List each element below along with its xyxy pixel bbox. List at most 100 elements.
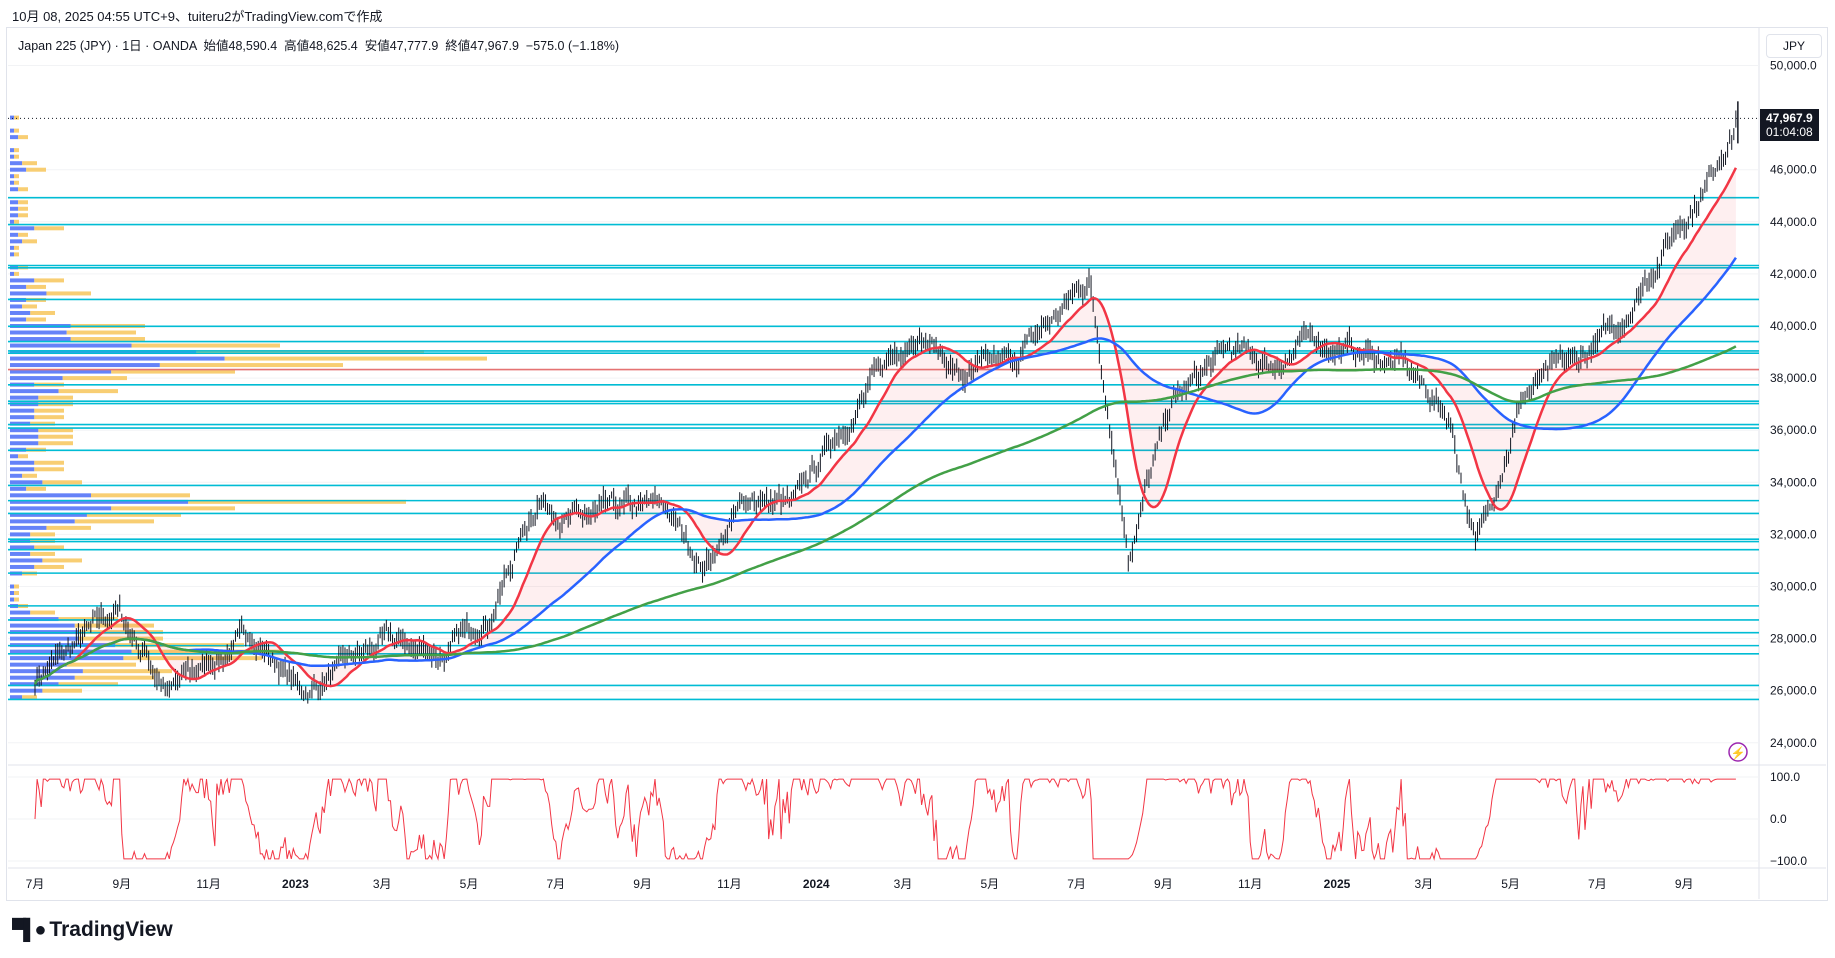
volume-profile-bar-down — [22, 473, 37, 478]
volume-profile-bar-up — [10, 486, 27, 491]
volume-profile-bar-down — [14, 180, 19, 185]
volume-profile-bar-down — [18, 200, 28, 205]
y-tick-label: 32,000.0 — [1770, 527, 1817, 541]
volume-profile-bar-down — [111, 506, 235, 511]
x-tick-label: 2025 — [1324, 877, 1351, 891]
volume-profile-bar-down — [22, 695, 37, 700]
x-tick-label: 7月 — [26, 877, 45, 891]
y-tick-label: 38,000.0 — [1770, 371, 1817, 385]
volume-profile-bar-up — [10, 291, 47, 296]
volume-profile-bar-up — [10, 610, 31, 615]
x-tick-label: 7月 — [1067, 877, 1086, 891]
volume-profile-bar-up — [10, 167, 27, 172]
x-tick-label: 2023 — [282, 877, 309, 891]
volume-profile-bar-up — [10, 460, 35, 465]
volume-profile-bar-down — [22, 161, 37, 166]
lightning-circle — [1728, 742, 1748, 762]
chart-caption: 10月 08, 2025 04:55 UTC+9、tuiteru2がTradin… — [12, 9, 383, 24]
volume-profile-bar-up — [10, 551, 31, 556]
volume-profile-bar-up — [10, 512, 87, 517]
x-tick-label: 9月 — [112, 877, 131, 891]
osc-tick-label: 100.0 — [1770, 770, 1800, 784]
volume-profile-bar-down — [30, 610, 55, 615]
volume-profile-bar-up — [10, 252, 15, 257]
volume-profile-bar-up — [10, 682, 59, 687]
y-tick-label: 34,000.0 — [1770, 475, 1817, 489]
volume-profile-bar-down — [196, 350, 424, 355]
volume-profile-bar-up — [10, 623, 75, 628]
volume-profile-bar-down — [14, 584, 19, 589]
volume-profile-bar-up — [10, 174, 15, 179]
y-tick-label: 36,000.0 — [1770, 423, 1817, 437]
volume-profile-bar-up — [10, 350, 197, 355]
volume-profile-bar-down — [38, 441, 73, 446]
volume-profile-bar-up — [10, 695, 23, 700]
volume-profile-bar-down — [18, 213, 28, 218]
volume-profile-bar-down — [86, 512, 181, 517]
volume-profile-bar-down — [188, 499, 406, 504]
last-price: 47,967.9 — [1766, 111, 1813, 125]
volume-profile-bar-up — [10, 558, 43, 563]
volume-profile-bar-up — [10, 206, 19, 211]
volume-profile-bar-up — [10, 532, 31, 537]
y-tick-label: 44,000.0 — [1770, 215, 1817, 229]
volume-profile-bar-up — [10, 421, 31, 426]
y-tick-label: 40,000.0 — [1770, 319, 1817, 333]
volume-profile-bar-up — [10, 245, 15, 250]
volume-profile-bar-down — [91, 493, 190, 498]
volume-profile-bar-down — [224, 356, 487, 361]
volume-profile-bar-down — [18, 232, 28, 237]
volume-profile-bar-down — [70, 337, 145, 342]
y-tick-label: 26,000.0 — [1770, 684, 1817, 698]
y-tick-label: 30,000.0 — [1770, 580, 1817, 594]
y-tick-label: 42,000.0 — [1770, 267, 1817, 281]
volume-profile-bar-down — [131, 343, 280, 348]
x-tick-label: 9月 — [633, 877, 652, 891]
lightning-icon[interactable]: ⚡ — [1728, 742, 1748, 762]
volume-profile-bar-down — [26, 167, 46, 172]
volume-profile-bar-down — [34, 460, 64, 465]
volume-profile-bar-up — [10, 389, 59, 394]
volume-profile-bar-down — [123, 656, 263, 661]
volume-profile-bar-down — [14, 245, 19, 250]
ma-long-line — [33, 345, 1737, 685]
volume-profile-bar-down — [34, 408, 64, 413]
volume-profile-bar-down — [42, 480, 82, 485]
volume-profile-bar-up — [10, 304, 23, 309]
volume-profile-bar-down — [14, 115, 19, 120]
volume-profile-bar-down — [14, 219, 19, 224]
volume-profile-bar-up — [10, 278, 35, 283]
volume-profile-bar-up — [10, 493, 91, 498]
volume-profile-bar-up — [10, 591, 15, 596]
x-tick-label: 7月 — [546, 877, 565, 891]
volume-profile-bar-up — [10, 376, 63, 381]
volume-profile-bar-down — [34, 467, 64, 472]
tradingview-logo[interactable]: ▀▌● TradingView — [12, 918, 173, 942]
volume-profile-bar-down — [14, 174, 19, 179]
volume-profile-bar-down — [22, 304, 37, 309]
x-tick-label: 3月 — [894, 877, 913, 891]
volume-profile-bar-up — [10, 525, 47, 530]
volume-profile-bar-down — [18, 206, 28, 211]
chart-frame — [6, 27, 1828, 901]
volume-profile-bar-down — [30, 532, 55, 537]
volume-profile-bar-up — [10, 284, 27, 289]
volume-profile-bar-up — [10, 154, 15, 159]
volume-profile-bar-down — [111, 369, 235, 374]
volume-profile-bar-up — [10, 506, 112, 511]
volume-profile-bar-down — [42, 688, 82, 693]
currency-button[interactable]: JPY — [1766, 34, 1822, 58]
volume-profile-bar-down — [58, 389, 118, 394]
x-tick-label: 5月 — [1501, 877, 1520, 891]
x-tick-label: 11月 — [196, 877, 220, 891]
volume-profile-bar-up — [10, 232, 19, 237]
volume-profile-bar-down — [159, 363, 343, 368]
volume-profile-bar-up — [10, 226, 35, 231]
volume-profile-bar-down — [26, 284, 46, 289]
volume-profile-bar-up — [10, 148, 15, 153]
x-tick-label: 11月 — [1238, 877, 1262, 891]
osc-tick-label: −100.0 — [1770, 854, 1807, 868]
volume-profile-bar-up — [10, 441, 39, 446]
x-tick-label: 5月 — [980, 877, 999, 891]
